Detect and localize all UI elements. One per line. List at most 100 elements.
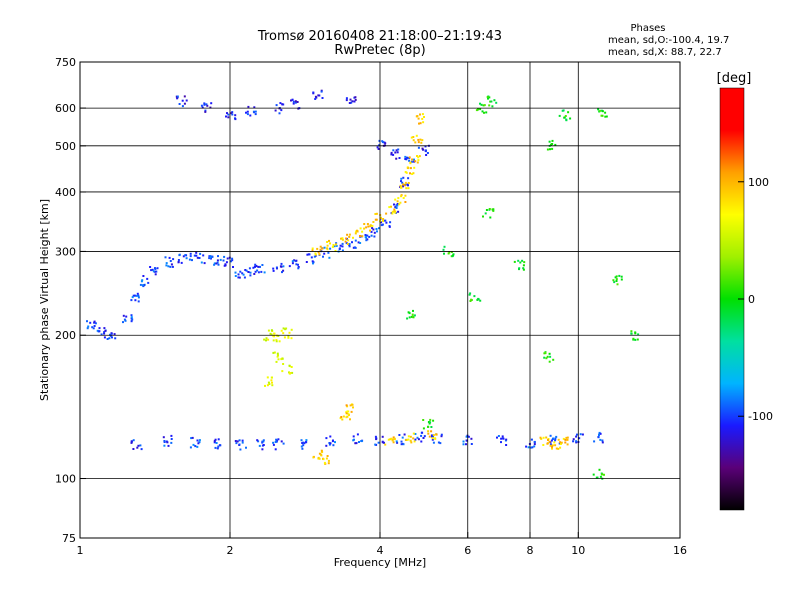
data-point xyxy=(369,229,371,232)
data-point xyxy=(176,95,179,98)
data-point xyxy=(318,253,321,256)
data-point xyxy=(254,263,257,266)
data-point xyxy=(562,437,565,440)
data-point xyxy=(558,114,561,117)
data-point xyxy=(566,443,569,446)
data-point xyxy=(396,200,399,203)
data-point xyxy=(234,271,237,274)
data-point xyxy=(423,116,425,118)
data-point xyxy=(389,438,392,441)
data-point xyxy=(236,440,239,443)
data-point xyxy=(366,234,369,237)
data-point xyxy=(93,321,96,324)
data-point xyxy=(183,102,186,105)
data-point xyxy=(554,444,557,447)
data-point xyxy=(361,230,364,233)
data-point xyxy=(288,265,291,268)
data-point xyxy=(412,316,415,319)
data-point xyxy=(408,316,411,319)
data-point xyxy=(320,449,323,452)
data-point xyxy=(561,109,564,112)
data-point xyxy=(409,435,412,438)
data-point xyxy=(92,327,95,330)
data-point xyxy=(470,298,473,301)
data-point xyxy=(604,111,607,114)
data-point xyxy=(328,443,331,446)
data-point xyxy=(234,275,237,277)
data-point xyxy=(567,111,570,114)
data-point xyxy=(384,443,387,446)
data-point xyxy=(395,440,398,443)
data-point xyxy=(226,257,229,260)
data-point xyxy=(182,255,185,258)
data-point xyxy=(530,438,533,441)
data-point xyxy=(341,245,344,248)
data-point xyxy=(216,447,219,450)
data-point xyxy=(114,337,117,340)
data-point xyxy=(394,210,397,213)
data-point xyxy=(443,245,446,248)
data-point xyxy=(598,468,601,471)
data-point xyxy=(551,445,553,448)
data-point xyxy=(382,219,384,222)
data-point xyxy=(496,436,498,439)
data-point xyxy=(290,328,293,331)
data-point xyxy=(347,239,350,242)
data-point xyxy=(422,437,425,439)
data-point xyxy=(563,116,566,119)
data-point xyxy=(437,441,440,444)
data-point xyxy=(427,425,430,428)
data-point xyxy=(404,201,407,203)
data-point xyxy=(412,139,415,142)
data-point xyxy=(410,160,413,163)
data-point xyxy=(216,261,219,264)
data-point xyxy=(253,265,256,268)
data-point xyxy=(390,205,392,208)
data-point xyxy=(189,446,192,449)
data-point xyxy=(421,113,424,116)
data-point xyxy=(136,446,139,449)
data-point xyxy=(431,435,434,438)
data-point xyxy=(244,269,247,271)
data-point xyxy=(411,158,414,161)
data-point xyxy=(348,414,350,416)
data-point xyxy=(312,262,314,265)
data-point xyxy=(564,115,567,117)
data-point xyxy=(548,140,551,143)
data-point xyxy=(434,437,437,440)
data-point xyxy=(429,421,432,424)
data-point xyxy=(405,158,408,161)
data-point xyxy=(402,185,404,188)
data-point xyxy=(396,204,399,207)
data-point xyxy=(227,116,230,119)
data-point xyxy=(575,435,578,438)
data-point xyxy=(407,167,410,170)
data-point xyxy=(346,410,349,413)
data-point xyxy=(388,206,391,209)
data-point xyxy=(381,223,384,226)
data-point xyxy=(400,443,403,446)
data-point xyxy=(410,441,413,444)
data-point xyxy=(430,434,433,437)
data-point xyxy=(549,443,552,446)
data-point xyxy=(440,435,443,438)
data-point xyxy=(316,247,319,250)
data-point xyxy=(278,340,281,343)
data-point xyxy=(314,253,317,256)
data-point xyxy=(276,355,279,358)
data-point xyxy=(203,262,206,265)
data-point xyxy=(401,181,404,184)
data-point xyxy=(280,262,283,265)
data-point xyxy=(637,333,640,336)
data-point xyxy=(272,267,275,270)
data-point xyxy=(599,109,602,112)
data-point xyxy=(345,416,348,419)
data-point xyxy=(435,433,438,436)
data-point xyxy=(522,268,525,271)
data-point xyxy=(473,295,476,298)
data-point xyxy=(225,115,227,118)
data-point xyxy=(270,329,273,332)
data-point xyxy=(169,265,172,268)
data-point xyxy=(361,235,364,238)
chart-title: Tromsø 20160408 21:18:00–21:19:43 xyxy=(257,29,502,44)
